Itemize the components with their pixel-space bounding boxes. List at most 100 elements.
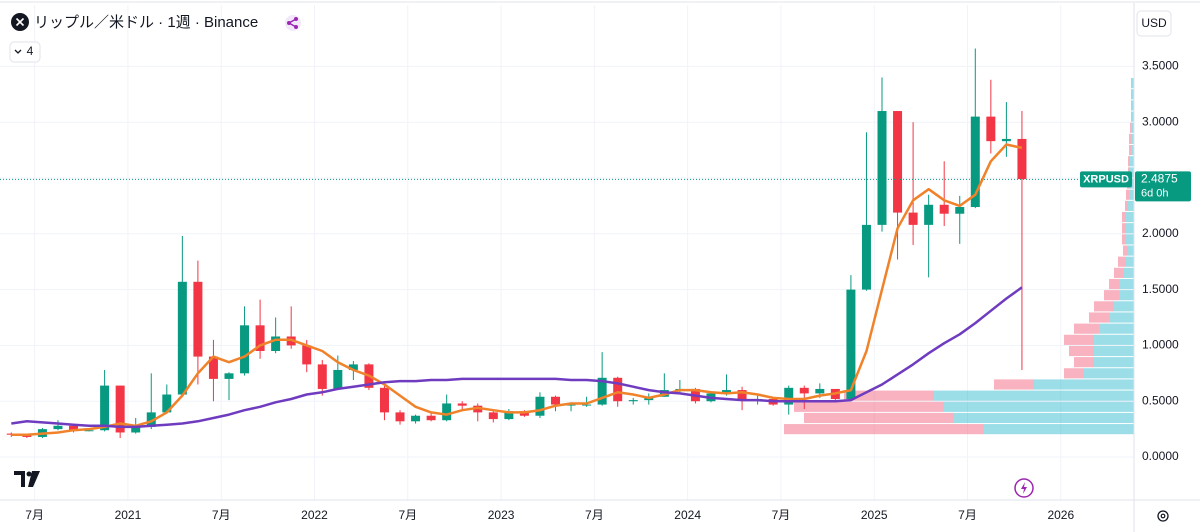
symbol-label: XRPUSD bbox=[1083, 173, 1129, 185]
y-tick-label: 3.0000 bbox=[1142, 114, 1179, 128]
candle-body bbox=[861, 224, 871, 290]
candle-body bbox=[177, 281, 187, 395]
candle-body bbox=[1001, 138, 1011, 142]
settings-button[interactable] bbox=[1157, 510, 1169, 522]
candle-body bbox=[193, 281, 203, 357]
profile-down-bar bbox=[804, 412, 954, 424]
candle-body bbox=[597, 377, 607, 405]
x-tick-label: 7月 bbox=[772, 508, 791, 522]
volume-profile bbox=[784, 78, 1134, 435]
candle-body bbox=[613, 377, 623, 402]
profile-up-bar bbox=[1094, 334, 1134, 345]
y-tick-label: 0.0000 bbox=[1142, 449, 1179, 463]
grid bbox=[0, 5, 1134, 500]
candle-body bbox=[535, 396, 545, 416]
x-tick-label: 2024 bbox=[674, 508, 701, 522]
logo[interactable] bbox=[14, 471, 40, 487]
share-icon[interactable] bbox=[285, 15, 301, 31]
x-tick-label: 2022 bbox=[301, 508, 328, 522]
x-tick-label: 2021 bbox=[115, 508, 142, 522]
profile-up-bar bbox=[954, 412, 1134, 424]
candle-body bbox=[722, 390, 732, 394]
candle-body bbox=[893, 111, 903, 213]
y-tick-label: 0.5000 bbox=[1142, 393, 1179, 407]
profile-up-bar bbox=[1128, 200, 1134, 211]
x-tick-label: 2026 bbox=[1047, 508, 1074, 522]
x-tick-label: 7月 bbox=[212, 508, 231, 522]
candle-body bbox=[224, 373, 234, 379]
profile-up-bar bbox=[1099, 323, 1134, 334]
profile-up-bar bbox=[1094, 345, 1134, 357]
candle-body bbox=[924, 204, 934, 225]
profile-down-bar bbox=[1129, 145, 1131, 156]
x-tick-label: 7月 bbox=[958, 508, 977, 522]
profile-up-bar bbox=[1131, 145, 1134, 156]
indicator-toggle[interactable] bbox=[9, 41, 41, 63]
profile-down-bar bbox=[1104, 290, 1119, 301]
candle-body bbox=[115, 385, 125, 433]
candle-body bbox=[504, 411, 514, 420]
profile-up-bar bbox=[984, 424, 1134, 435]
profile-down-bar bbox=[1122, 211, 1126, 223]
y-tick-label: 3.5000 bbox=[1142, 59, 1179, 73]
candle-body bbox=[784, 387, 794, 405]
candle-body bbox=[488, 412, 498, 420]
candle-body bbox=[955, 207, 965, 214]
candle-body bbox=[737, 390, 747, 401]
candle-body bbox=[566, 404, 576, 406]
profile-down-bar bbox=[1074, 323, 1099, 334]
profile-up-bar bbox=[1126, 223, 1134, 234]
candle-body bbox=[379, 387, 389, 413]
candle-body bbox=[628, 400, 638, 402]
profile-down-bar bbox=[844, 390, 934, 401]
candle-body bbox=[551, 396, 560, 405]
x-tick-label: 2025 bbox=[861, 508, 888, 522]
symbol-label-box bbox=[1080, 171, 1132, 188]
candle-body bbox=[84, 430, 94, 432]
candle-body bbox=[1017, 138, 1027, 180]
candle-body bbox=[146, 412, 156, 427]
profile-up-bar bbox=[944, 401, 1134, 412]
profile-down-bar bbox=[1064, 334, 1094, 345]
candle-body bbox=[100, 385, 110, 431]
profile-up-bar bbox=[1131, 133, 1134, 145]
x-tick-label: 2023 bbox=[488, 508, 515, 522]
currency-button[interactable] bbox=[1136, 10, 1172, 37]
candle-body bbox=[317, 364, 327, 389]
candle-body bbox=[333, 369, 343, 389]
profile-down-bar bbox=[1131, 78, 1132, 89]
candle-body bbox=[302, 345, 312, 365]
profile-down-bar bbox=[994, 379, 1034, 390]
candle-body bbox=[799, 387, 809, 394]
candle-body bbox=[582, 404, 592, 406]
candle-body bbox=[131, 426, 141, 433]
profile-up-bar bbox=[1114, 301, 1134, 312]
price-label-box bbox=[1135, 171, 1191, 202]
profile-up-bar bbox=[1094, 357, 1134, 368]
profile-down-bar bbox=[1131, 100, 1132, 111]
profile-down-bar bbox=[1094, 301, 1114, 312]
candle-body bbox=[348, 364, 358, 370]
currency-label: USD bbox=[1141, 16, 1167, 30]
profile-up-bar bbox=[1130, 156, 1134, 167]
price-label: 2.4875 bbox=[1141, 172, 1178, 186]
profile-up-bar bbox=[1119, 278, 1134, 290]
profile-down-bar bbox=[1128, 156, 1130, 167]
profile-up-bar bbox=[1034, 379, 1134, 390]
moving-averages bbox=[11, 143, 1023, 436]
profile-down-bar bbox=[1126, 189, 1129, 200]
profile-down-bar bbox=[784, 424, 984, 435]
profile-up-bar bbox=[1132, 89, 1134, 100]
profile-down-bar bbox=[1118, 256, 1126, 267]
candle-body bbox=[395, 412, 405, 422]
x-tick-label: 7月 bbox=[398, 508, 417, 522]
chart-title[interactable]: リップル／米ドル · 1週 · Binance bbox=[34, 14, 258, 31]
profile-down-bar bbox=[794, 401, 944, 412]
profile-down-bar bbox=[1089, 312, 1109, 323]
y-tick-label: 2.0000 bbox=[1142, 226, 1179, 240]
profile-up-bar bbox=[1131, 122, 1134, 133]
profile-up-bar bbox=[1130, 167, 1134, 178]
chevron-icon bbox=[14, 49, 22, 54]
